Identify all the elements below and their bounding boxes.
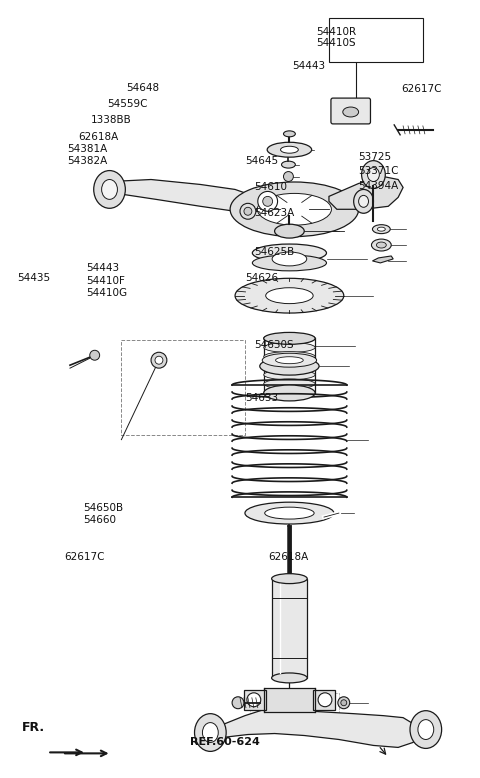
Ellipse shape — [264, 352, 315, 362]
FancyBboxPatch shape — [313, 690, 335, 710]
Ellipse shape — [264, 370, 315, 380]
Polygon shape — [329, 177, 403, 209]
Ellipse shape — [272, 252, 307, 266]
Ellipse shape — [194, 713, 226, 752]
Ellipse shape — [275, 224, 304, 238]
Circle shape — [240, 203, 256, 219]
Ellipse shape — [264, 334, 315, 343]
Ellipse shape — [377, 227, 385, 231]
Ellipse shape — [361, 160, 385, 188]
FancyBboxPatch shape — [331, 98, 371, 124]
Polygon shape — [372, 256, 393, 263]
Text: 54443: 54443 — [292, 61, 325, 71]
Ellipse shape — [343, 107, 359, 117]
Circle shape — [258, 191, 277, 212]
Text: 54630S: 54630S — [254, 340, 294, 350]
Ellipse shape — [94, 170, 125, 209]
Ellipse shape — [264, 507, 314, 519]
Circle shape — [338, 697, 350, 709]
Text: 54648: 54648 — [126, 82, 159, 93]
Ellipse shape — [264, 361, 315, 370]
FancyBboxPatch shape — [244, 690, 266, 710]
Ellipse shape — [372, 225, 390, 233]
Circle shape — [155, 356, 163, 364]
Circle shape — [263, 196, 273, 206]
Ellipse shape — [272, 673, 307, 683]
Ellipse shape — [267, 142, 312, 157]
Text: 62617C: 62617C — [64, 552, 105, 562]
Circle shape — [247, 693, 261, 706]
Polygon shape — [210, 708, 423, 748]
Text: REF.60-624: REF.60-624 — [190, 737, 260, 747]
Polygon shape — [111, 180, 270, 216]
Ellipse shape — [264, 385, 315, 401]
Circle shape — [232, 697, 244, 709]
Bar — [329, 18, 423, 62]
Ellipse shape — [264, 379, 315, 389]
Text: 54410R
54410S: 54410R 54410S — [316, 26, 356, 48]
Ellipse shape — [266, 288, 313, 303]
Ellipse shape — [262, 353, 317, 367]
Circle shape — [90, 350, 100, 360]
Ellipse shape — [281, 161, 295, 168]
Ellipse shape — [372, 239, 391, 251]
Ellipse shape — [252, 255, 326, 271]
Text: 54410F
54410G: 54410F 54410G — [86, 276, 127, 298]
Ellipse shape — [260, 357, 319, 375]
Circle shape — [244, 207, 252, 216]
Ellipse shape — [376, 242, 386, 248]
Ellipse shape — [276, 357, 303, 363]
Text: 62618A: 62618A — [268, 552, 309, 562]
Ellipse shape — [252, 244, 326, 262]
Text: 54610: 54610 — [254, 181, 287, 191]
Ellipse shape — [272, 573, 307, 584]
Text: 54435: 54435 — [17, 273, 50, 282]
Ellipse shape — [264, 332, 315, 345]
Text: 54443: 54443 — [86, 263, 119, 273]
Ellipse shape — [203, 723, 218, 742]
Text: 1338BB: 1338BB — [91, 115, 132, 125]
Circle shape — [284, 172, 293, 181]
Ellipse shape — [102, 180, 118, 199]
Ellipse shape — [245, 502, 334, 524]
Text: 54559C: 54559C — [107, 99, 148, 109]
Ellipse shape — [368, 167, 379, 181]
Ellipse shape — [257, 194, 331, 225]
Text: 54623A: 54623A — [254, 208, 295, 218]
Ellipse shape — [418, 720, 434, 739]
Ellipse shape — [230, 182, 359, 237]
Ellipse shape — [235, 279, 344, 313]
Text: 53725: 53725 — [359, 152, 392, 163]
Ellipse shape — [264, 342, 315, 352]
Text: FR.: FR. — [22, 721, 45, 734]
Circle shape — [151, 352, 167, 368]
Text: 53371C: 53371C — [359, 166, 399, 176]
Text: 54650B
54660: 54650B 54660 — [84, 503, 123, 525]
Text: 54394A: 54394A — [359, 180, 399, 191]
Text: 54625B: 54625B — [254, 247, 295, 257]
Ellipse shape — [359, 195, 369, 207]
Text: 62617C: 62617C — [401, 84, 442, 94]
Circle shape — [341, 699, 347, 706]
Ellipse shape — [280, 146, 298, 153]
Text: 54633: 54633 — [245, 393, 278, 403]
Text: 54645: 54645 — [245, 156, 278, 166]
Ellipse shape — [410, 710, 442, 748]
Ellipse shape — [354, 189, 373, 213]
Bar — [264, 688, 315, 712]
Ellipse shape — [284, 131, 295, 137]
Text: 54381A
54382A: 54381A 54382A — [67, 144, 107, 166]
Text: 54626: 54626 — [245, 273, 278, 282]
Bar — [272, 579, 307, 678]
Circle shape — [318, 693, 332, 706]
Text: 62618A: 62618A — [79, 132, 119, 142]
